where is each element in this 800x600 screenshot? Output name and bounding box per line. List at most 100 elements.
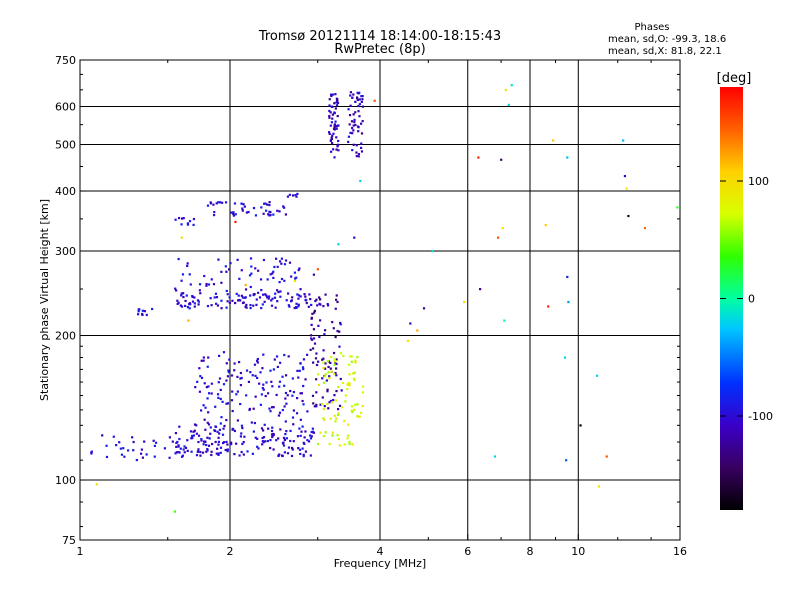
data-point [348,114,352,117]
data-point [207,385,210,388]
data-point [231,427,234,430]
data-point [358,98,361,101]
data-point [627,214,630,218]
data-point [329,361,332,365]
data-point [197,303,200,306]
data-point [198,283,202,286]
data-point [275,393,278,397]
data-point [179,304,182,307]
data-point [264,202,267,205]
data-point [342,354,345,358]
data-point [143,310,146,313]
data-point [192,430,195,433]
y-tick-label: 500 [55,139,76,152]
data-point [262,388,265,391]
data-point [280,262,283,265]
data-point [90,450,93,453]
data-point [256,361,259,364]
data-point [206,304,210,308]
data-point [335,294,338,297]
data-point [180,279,183,282]
data-point [284,391,288,395]
data-point [312,361,315,364]
data-point [105,455,109,459]
data-point [163,447,166,450]
x-tick-label: 2 [227,545,234,558]
data-point [220,307,223,310]
data-point [203,274,206,278]
data-point [230,399,234,402]
data-point [338,404,342,407]
data-point [422,307,426,310]
data-point [297,294,301,297]
data-point [279,295,282,298]
data-point [262,258,266,262]
data-point [214,302,218,305]
data-point [297,447,300,450]
data-point [241,442,244,446]
data-point [252,430,255,433]
data-point [339,323,342,326]
data-point [119,447,122,450]
data-point [269,211,272,214]
data-point [331,105,334,109]
data-point [269,369,272,372]
data-point [233,429,237,433]
data-point [288,261,292,264]
data-point [279,428,282,431]
y-tick-label: 750 [55,54,76,67]
data-point [360,132,364,135]
data-point [196,380,199,383]
data-point [500,158,503,161]
data-point [141,313,144,316]
data-point [250,421,253,424]
data-point [333,414,336,417]
data-point [297,268,300,272]
data-point [209,201,212,204]
data-point [234,213,237,216]
data-point [193,423,197,426]
data-point [226,293,229,296]
data-point [217,452,220,455]
data-point [299,434,302,437]
data-point [302,368,305,371]
data-point [120,453,124,456]
data-point [216,201,220,204]
data-point [240,424,244,427]
data-point [292,423,295,426]
data-point [335,362,338,366]
data-point [321,358,324,361]
data-point [284,397,287,400]
data-point [237,299,240,302]
data-point [304,295,307,298]
data-point [339,377,342,381]
data-point [205,443,208,447]
data-point [131,436,134,439]
data-point [199,454,202,457]
y-tick-label: 75 [62,534,76,547]
data-point [337,139,340,143]
data-point [215,296,219,299]
data-point [263,423,266,426]
data-point [289,439,292,443]
data-point [200,359,203,362]
plot-area: 1 2 4 6 8 10 16 750 600 500 400 300 200 100 75 [55,54,687,558]
data-point [233,362,236,365]
data-point [249,303,252,307]
data-point [354,100,357,103]
data-point [284,374,288,377]
data-point [239,402,242,406]
stats-x-mode: mean, sd,X: 81.8, 22.1 [608,46,722,57]
data-point [354,361,357,364]
data-point [303,293,306,296]
data-point [278,210,281,213]
data-point [289,429,292,433]
data-point [314,299,317,303]
data-point [261,436,264,440]
data-point [269,273,272,276]
data-point [118,441,121,444]
data-point [332,327,335,330]
data-point [225,402,228,405]
data-point [214,440,217,444]
data-point [356,415,359,418]
